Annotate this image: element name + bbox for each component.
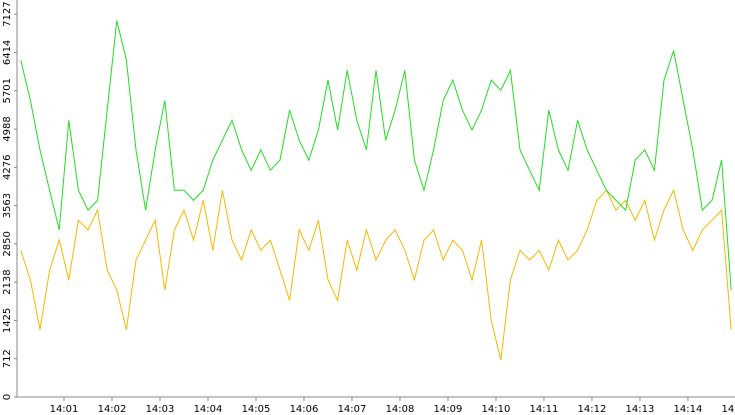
x-tick-label: 14:09	[434, 404, 463, 415]
x-tick-label: 14:04	[194, 404, 223, 415]
series-line	[20, 20, 732, 291]
y-tick-label: 3563	[2, 193, 13, 218]
x-tick-label: 14:11	[530, 404, 559, 415]
y-tick-label: 2850	[2, 231, 13, 256]
x-tick-label: 14:15	[722, 404, 735, 415]
y-tick-label: 712	[2, 349, 13, 368]
x-tick-label: 14:02	[98, 404, 127, 415]
x-tick-label: 14:05	[242, 404, 271, 415]
y-tick-label: 0	[2, 394, 13, 400]
x-tick-label: 14:10	[482, 404, 511, 415]
y-tick-label: 5701	[2, 78, 13, 103]
x-tick-label: 14:12	[578, 404, 607, 415]
y-tick-label: 7127	[2, 1, 13, 26]
y-tick-label: 2138	[2, 269, 13, 294]
x-tick-label: 14:14	[674, 404, 703, 415]
y-tick-label: 1425	[2, 308, 13, 333]
x-tick-label: 14:06	[290, 404, 319, 415]
x-tick-label: 14:13	[626, 404, 655, 415]
y-tick-label: 6414	[2, 40, 13, 65]
y-tick-label: 4988	[2, 116, 13, 141]
x-tick-label: 14:07	[338, 404, 367, 415]
y-tick-label: 4276	[2, 155, 13, 180]
x-tick-label: 14:01	[50, 404, 79, 415]
x-tick-label: 14:08	[386, 404, 415, 415]
series-line	[20, 188, 732, 361]
x-tick-label: 14:03	[146, 404, 175, 415]
